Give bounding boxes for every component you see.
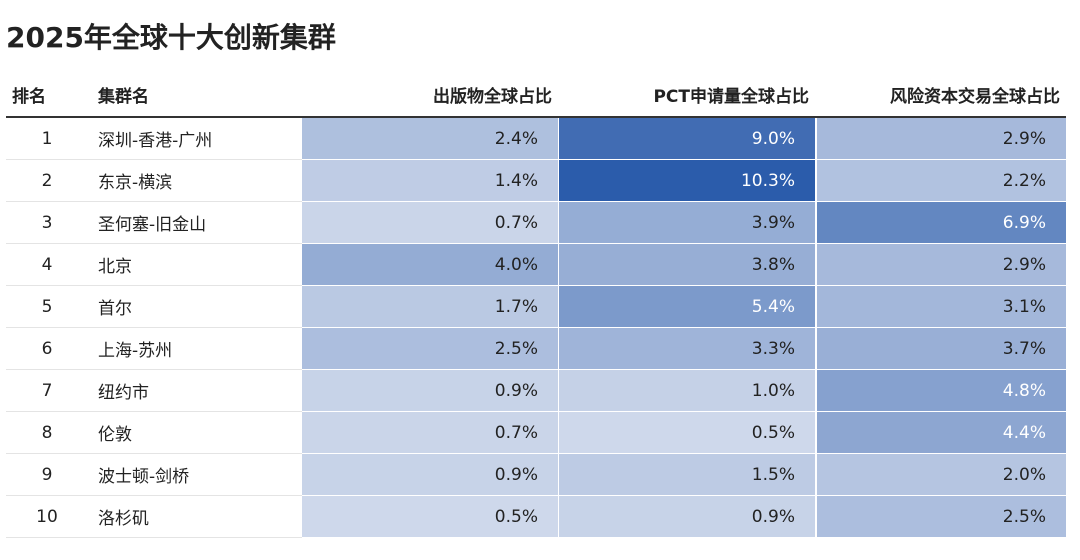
table-cell: 深圳-香港-广州 [88, 118, 302, 160]
heat-cell: 3.9% [559, 202, 815, 244]
heat-cell: 10.3% [559, 160, 815, 202]
table-cell: 10 [6, 496, 88, 538]
heat-cell: 9.0% [559, 118, 815, 160]
table-row: 8 伦敦 0.7% 0.5% 4.4% [6, 412, 1066, 454]
heat-cell: 0.5% [559, 412, 815, 454]
table-row: 10 洛杉矶 0.5% 0.9% 2.5% [6, 496, 1066, 538]
heat-cell: 0.9% [559, 496, 815, 538]
heat-cell: 0.9% [302, 454, 558, 496]
table-cell: 首尔 [88, 286, 302, 328]
table-row: 3 圣何塞-旧金山 0.7% 3.9% 6.9% [6, 202, 1066, 244]
table: 排名 集群名 出版物全球占比 PCT申请量全球占比 风险资本交易全球占比 1 深圳-香港-广… [6, 72, 1066, 538]
title: 2025年全球十大创新集群 [6, 21, 336, 54]
heat-cell: 1.4% [302, 160, 558, 202]
table-cell: 1 [6, 118, 88, 160]
header-cell: 出版物全球占比 [433, 86, 552, 107]
table-row: 5 首尔 1.7% 5.4% 3.1% [6, 286, 1066, 328]
heat-cell: 4.0% [302, 244, 558, 286]
table-row: 9 波士顿-剑桥 0.9% 1.5% 2.0% [6, 454, 1066, 496]
heat-cell: 1.7% [302, 286, 558, 328]
table-cell: 东京-横滨 [88, 160, 302, 202]
heat-cell: 2.4% [302, 118, 558, 160]
heat-cell: 2.5% [817, 496, 1066, 538]
heat-cell: 0.5% [302, 496, 558, 538]
table-cell: 5 [6, 286, 88, 328]
heat-cell: 2.5% [302, 328, 558, 370]
table-cell: 2 [6, 160, 88, 202]
table-row: 1 深圳-香港-广州 2.4% 9.0% 2.9% [6, 118, 1066, 160]
heat-cell: 3.8% [559, 244, 815, 286]
heat-cell: 1.5% [559, 454, 815, 496]
table-cell: 北京 [88, 244, 302, 286]
heat-cell: 4.8% [817, 370, 1066, 412]
table-cell: 8 [6, 412, 88, 454]
heat-cell: 2.0% [817, 454, 1066, 496]
heat-cell: 4.4% [817, 412, 1066, 454]
table-cell: 7 [6, 370, 88, 412]
heat-cell: 2.9% [817, 244, 1066, 286]
table-cell: 3 [6, 202, 88, 244]
heat-cell: 3.7% [817, 328, 1066, 370]
header-cell: 集群名 [98, 86, 149, 107]
table-cell: 纽约市 [88, 370, 302, 412]
table-cell: 洛杉矶 [88, 496, 302, 538]
heat-cell: 0.7% [302, 202, 558, 244]
table-cell: 6 [6, 328, 88, 370]
table-row: 4 北京 4.0% 3.8% 2.9% [6, 244, 1066, 286]
heat-cell: 2.2% [817, 160, 1066, 202]
table-cell: 圣何塞-旧金山 [88, 202, 302, 244]
heat-cell: 3.3% [559, 328, 815, 370]
header-row: 排名 集群名 出版物全球占比 PCT申请量全球占比 风险资本交易全球占比 [6, 72, 1066, 118]
table-cell: 9 [6, 454, 88, 496]
heat-cell: 2.9% [817, 118, 1066, 160]
heat-cell: 6.9% [817, 202, 1066, 244]
heat-cell: 3.1% [817, 286, 1066, 328]
table-cell: 4 [6, 244, 88, 286]
header-cell: 排名 [12, 86, 46, 107]
table-cell: 波士顿-剑桥 [88, 454, 302, 496]
table-row: 2 东京-横滨 1.4% 10.3% 2.2% [6, 160, 1066, 202]
table-row: 7 纽约市 0.9% 1.0% 4.8% [6, 370, 1066, 412]
header-cell: 风险资本交易全球占比 [890, 86, 1060, 107]
heat-cell: 1.0% [559, 370, 815, 412]
heat-cell: 0.9% [302, 370, 558, 412]
heat-cell: 0.7% [302, 412, 558, 454]
header-cell: PCT申请量全球占比 [653, 86, 809, 107]
table-cell: 上海-苏州 [88, 328, 302, 370]
table-cell: 伦敦 [88, 412, 302, 454]
heat-cell: 5.4% [559, 286, 815, 328]
table-row: 6 上海-苏州 2.5% 3.3% 3.7% [6, 328, 1066, 370]
